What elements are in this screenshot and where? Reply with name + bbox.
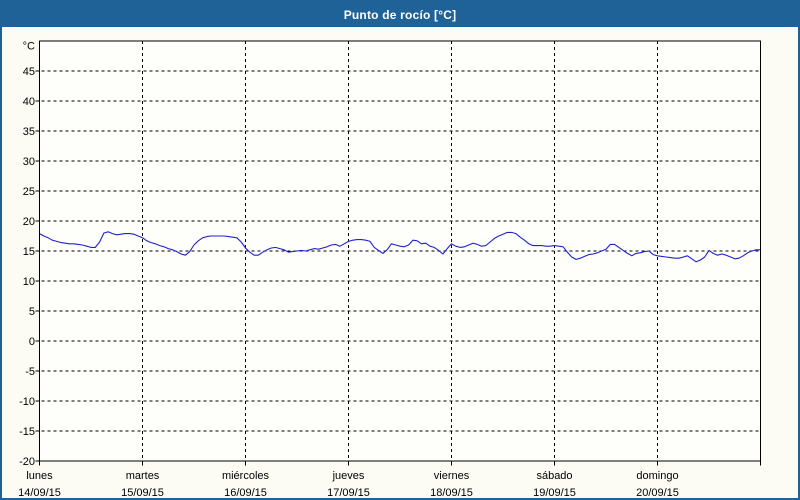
y-tick-label: 35 bbox=[23, 126, 35, 138]
dewpoint-chart: 45 40 35 30 25 20 15 10 5 0 -5 -10 -15 -20 °C lunes 14/0… bbox=[2, 27, 798, 498]
x-day-name-label: domingo bbox=[636, 470, 678, 482]
y-tick-label: 20 bbox=[23, 216, 35, 228]
y-tick-label: -10 bbox=[19, 396, 35, 408]
y-axis-unit-label: °C bbox=[23, 41, 35, 53]
y-tick-label: -5 bbox=[25, 366, 35, 378]
x-day-date-label: 19/09/15 bbox=[533, 487, 576, 498]
chart-title: Punto de rocío [°C] bbox=[343, 7, 457, 22]
plot-border bbox=[39, 40, 761, 462]
y-tick-label: 0 bbox=[29, 336, 35, 348]
x-day-date-label: 15/09/15 bbox=[121, 487, 164, 498]
y-tick-label: 45 bbox=[23, 66, 35, 78]
x-day-date-label: 18/09/15 bbox=[430, 487, 473, 498]
plot-area bbox=[39, 41, 761, 461]
y-tick-label: -20 bbox=[19, 456, 35, 468]
y-tick-label: 30 bbox=[23, 156, 35, 168]
dewpoint-line bbox=[39, 231, 761, 263]
x-day-date-label: 14/09/15 bbox=[18, 487, 61, 498]
x-day-date-label: 16/09/15 bbox=[224, 487, 267, 498]
y-tick-label: -15 bbox=[19, 426, 35, 438]
y-tick-label: 10 bbox=[23, 276, 35, 288]
y-tick-label: 40 bbox=[23, 96, 35, 108]
x-day-name-label: lunes bbox=[26, 470, 53, 482]
y-tick-label: 25 bbox=[23, 186, 35, 198]
x-day-name-label: sábado bbox=[536, 470, 572, 482]
y-tick-label: 15 bbox=[23, 246, 35, 258]
x-day-date-label: 20/09/15 bbox=[636, 487, 679, 498]
x-day-name-label: miércoles bbox=[222, 470, 270, 482]
x-day-name-label: jueves bbox=[332, 470, 365, 482]
y-tick-label: 5 bbox=[29, 306, 35, 318]
x-day-name-label: viernes bbox=[434, 470, 470, 482]
x-day-name-label: martes bbox=[126, 470, 160, 482]
chart-title-bar: Punto de rocío [°C] bbox=[2, 2, 798, 27]
x-day-date-label: 17/09/15 bbox=[327, 487, 370, 498]
